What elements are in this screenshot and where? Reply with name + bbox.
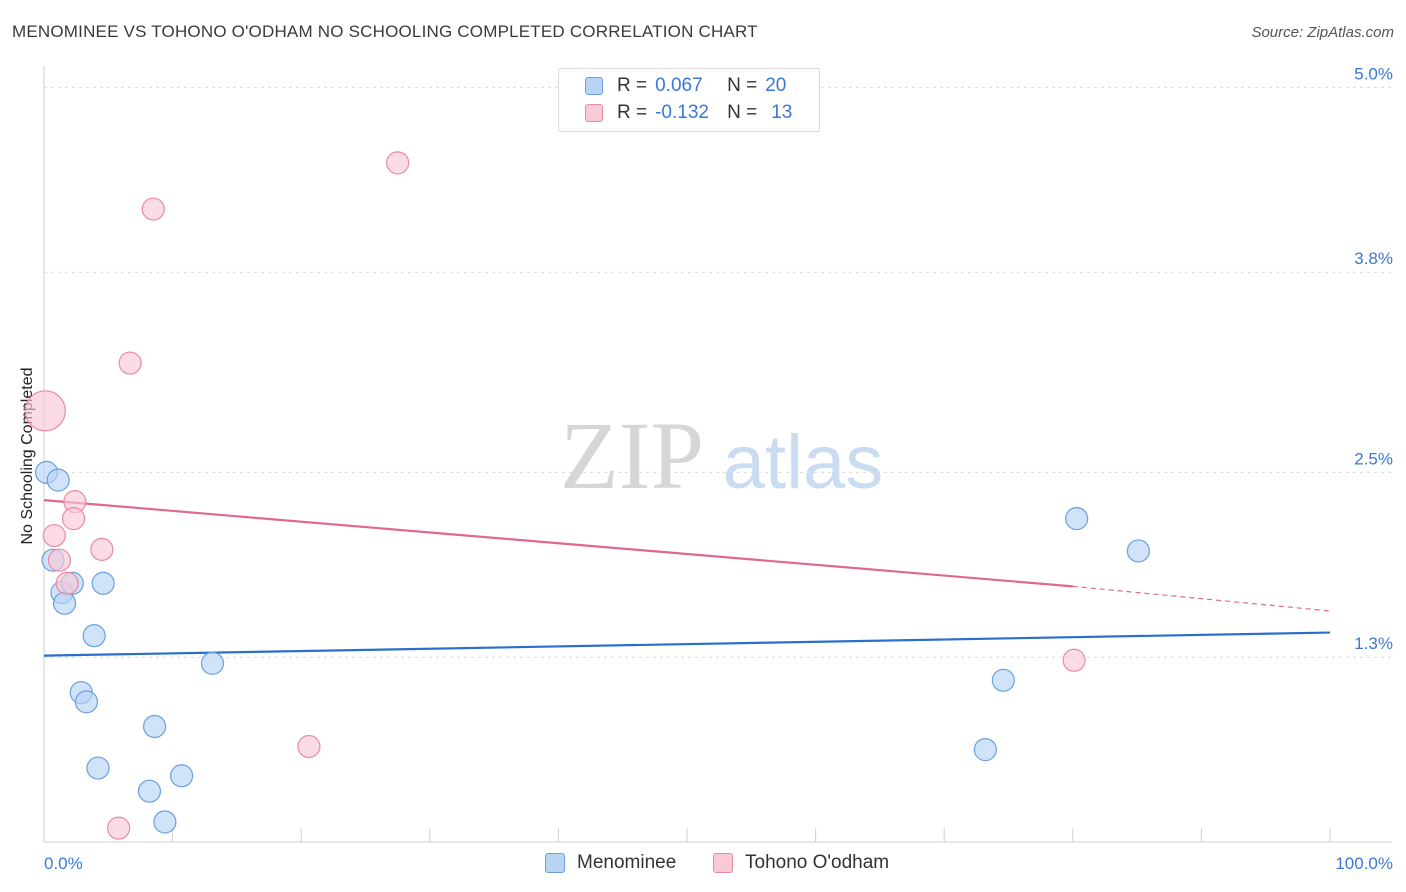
y-tick-label: 1.3%	[1354, 634, 1393, 653]
menominee-legend-label: Menominee	[577, 852, 677, 873]
menominee-swatch	[585, 77, 603, 95]
r-label: R =	[617, 102, 648, 123]
tohono-point	[386, 151, 410, 175]
watermark-atlas: atlas	[723, 420, 884, 505]
menominee-point	[973, 737, 997, 762]
menominee-point	[1065, 506, 1089, 531]
menominee-legend-swatch	[545, 853, 565, 873]
tohono-point	[47, 548, 72, 572]
tohono-swatch	[585, 104, 603, 122]
menominee-point	[1126, 539, 1150, 563]
tohono-legend-label: Tohono O'odham	[745, 852, 890, 873]
series-legend: Menominee Tohono O'odham	[0, 852, 1406, 878]
tohono-point	[55, 571, 79, 595]
tohono-point	[1062, 648, 1086, 672]
tohono-trend-extension	[1072, 585, 1331, 612]
gridlines	[44, 86, 1392, 658]
menominee-r-value: 0.067	[655, 75, 703, 96]
x-tick-label: 100.0%	[1335, 854, 1393, 873]
data-points	[24, 151, 1150, 840]
watermark: ZIP atlas	[560, 402, 883, 509]
tohono-point	[106, 816, 131, 840]
menominee-point	[170, 764, 194, 788]
tohono-point	[61, 506, 86, 531]
tick-labels: 1.3% 2.5% 3.8% 5.0% 0.0% 100.0%	[44, 64, 1393, 873]
tohono-point	[118, 351, 142, 375]
menominee-point	[46, 468, 70, 492]
watermark-zip: ZIP	[560, 402, 704, 509]
menominee-trend-line	[43, 631, 1331, 657]
tohono-point	[90, 537, 114, 562]
tohono-n-value: 13	[771, 102, 793, 123]
menominee-point	[991, 668, 1015, 692]
y-tick-label: 5.0%	[1354, 64, 1393, 83]
source-label: Source: ZipAtlas.com	[1251, 24, 1394, 41]
legend-item-tohono: Tohono O'odham	[713, 852, 889, 874]
y-tick-label: 2.5%	[1354, 449, 1393, 468]
stats-legend: R = 0.067 N = 20 R = -0.132 N = 13	[558, 68, 820, 132]
tohono-point	[42, 523, 66, 548]
menominee-point	[137, 779, 162, 803]
menominee-point	[153, 810, 177, 834]
r-label: R =	[617, 75, 648, 96]
legend-row-tohono: R = -0.132 N = 13	[585, 100, 792, 126]
tohono-legend-swatch	[713, 853, 733, 873]
tohono-trend-line	[43, 499, 1073, 588]
y-tick-label: 3.8%	[1354, 249, 1393, 268]
menominee-point	[86, 756, 110, 780]
x-tick-label: 0.0%	[44, 854, 83, 873]
menominee-point	[52, 591, 77, 615]
tohono-point	[141, 197, 165, 221]
menominee-point	[142, 714, 167, 739]
menominee-point	[91, 571, 115, 595]
axes	[43, 66, 1392, 843]
legend-row-menominee: R = 0.067 N = 20	[585, 73, 786, 99]
tohono-point	[297, 734, 321, 759]
menominee-n-value: 20	[765, 75, 787, 96]
trend-lines	[43, 499, 1331, 657]
legend-item-menominee: Menominee	[545, 852, 676, 874]
n-label: N =	[727, 102, 758, 123]
menominee-point	[200, 651, 225, 675]
chart-title: MENOMINEE VS TOHONO O'ODHAM NO SCHOOLING…	[12, 22, 758, 41]
tohono-point	[24, 390, 66, 432]
menominee-point	[74, 690, 99, 714]
menominee-point	[82, 624, 106, 648]
tohono-r-value: -0.132	[655, 102, 709, 123]
n-label: N =	[727, 75, 758, 96]
